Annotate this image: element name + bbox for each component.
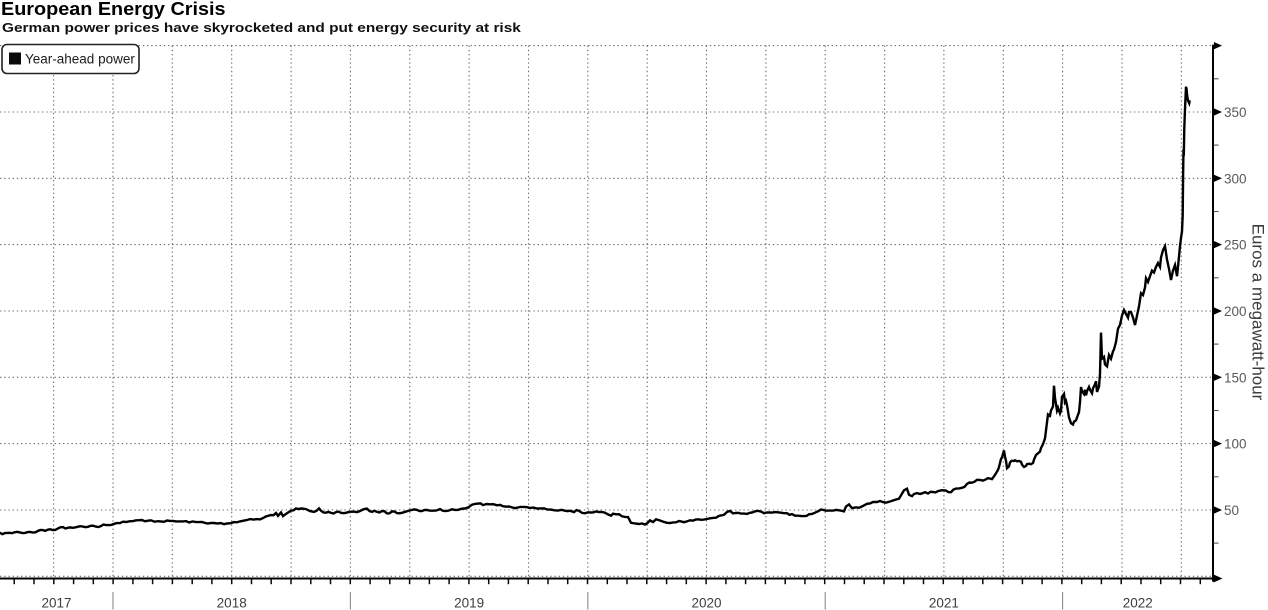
svg-text:2022: 2022 <box>1123 596 1153 610</box>
svg-text:Euros a megawatt-hour: Euros a megawatt-hour <box>1249 224 1268 401</box>
svg-text:Year-ahead power: Year-ahead power <box>25 52 135 67</box>
svg-text:250: 250 <box>1224 238 1247 253</box>
svg-text:2019: 2019 <box>454 596 484 610</box>
svg-text:100: 100 <box>1224 437 1247 452</box>
svg-text:50: 50 <box>1224 503 1239 518</box>
svg-text:300: 300 <box>1224 171 1247 186</box>
svg-text:2021: 2021 <box>929 596 959 610</box>
svg-text:2020: 2020 <box>691 596 721 610</box>
svg-text:2018: 2018 <box>217 596 247 610</box>
svg-text:2017: 2017 <box>41 596 71 610</box>
svg-text:150: 150 <box>1224 370 1247 385</box>
svg-text:350: 350 <box>1224 105 1247 120</box>
svg-text:200: 200 <box>1224 304 1247 319</box>
